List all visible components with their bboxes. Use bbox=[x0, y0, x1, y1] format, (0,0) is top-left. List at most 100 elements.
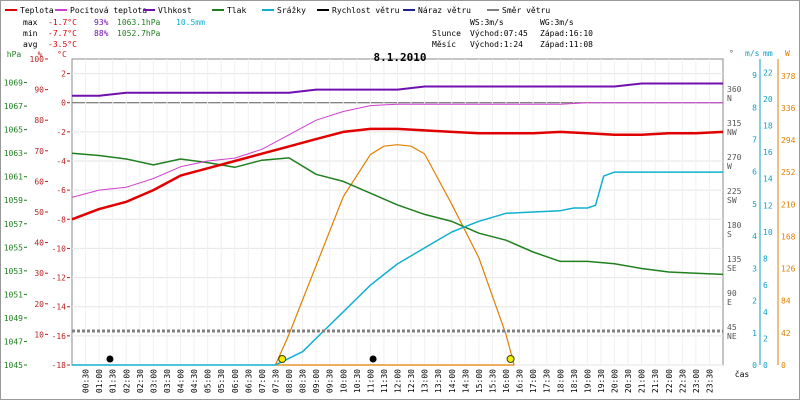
pressure-tick: 1055 bbox=[4, 243, 23, 252]
time-tick: 14:30 bbox=[461, 369, 470, 393]
time-tick: 19:30 bbox=[597, 369, 606, 393]
legend-label: Pocitová teplota bbox=[70, 6, 147, 15]
temperature-axis-unit: °C bbox=[57, 50, 67, 59]
humidity-tick: 80 bbox=[34, 116, 44, 125]
time-tick: 03:30 bbox=[163, 369, 172, 393]
stat-avg-label: avg bbox=[23, 40, 38, 49]
moon-rise: Východ:1:24 bbox=[470, 40, 523, 49]
time-tick: 11:30 bbox=[380, 369, 389, 393]
sun-rise: Východ:07:45 bbox=[470, 29, 528, 38]
time-tick: 22:30 bbox=[678, 369, 687, 393]
time-tick: 09:30 bbox=[326, 369, 335, 393]
pressure-tick: 1047 bbox=[4, 337, 23, 346]
time-tick: 08:00 bbox=[285, 369, 294, 393]
stat-avg-temp: -3.5°C bbox=[48, 40, 77, 49]
direction-tick-name: NE bbox=[727, 332, 737, 341]
pressure-series bbox=[71, 152, 724, 276]
direction-tick-deg: 270 bbox=[727, 153, 742, 162]
solar-tick: 210 bbox=[781, 200, 796, 209]
direction-tick-name: N bbox=[727, 94, 732, 103]
humidity-tick: 20 bbox=[34, 300, 44, 309]
sun-set: Západ:16:10 bbox=[540, 29, 593, 38]
pressure-tick: 1049 bbox=[4, 314, 23, 323]
wind-speed-tick: 3 bbox=[752, 264, 757, 273]
rain-tick: 2 bbox=[763, 334, 768, 343]
humidity-tick: 100 bbox=[30, 55, 45, 64]
time-tick: 21:30 bbox=[651, 369, 660, 393]
direction-tick-name: NW bbox=[727, 128, 737, 137]
pressure-tick: 1069 bbox=[4, 79, 23, 88]
wind-wg: WG:3m/s bbox=[540, 18, 574, 27]
time-tick: 06:00 bbox=[231, 369, 240, 393]
sunrise-marker bbox=[278, 355, 287, 363]
pressure-tick: 1051 bbox=[4, 290, 23, 299]
pressure-tick: 1061 bbox=[4, 173, 23, 182]
temperature-tick: -14 bbox=[52, 303, 67, 312]
time-tick: 22:00 bbox=[665, 369, 674, 393]
legend-label: Vlhkost bbox=[158, 6, 192, 15]
rain-tick: 4 bbox=[763, 308, 768, 317]
wind-speed-tick: 5 bbox=[752, 200, 757, 209]
time-tick: 12:00 bbox=[394, 369, 403, 393]
legend-label: Rychlost větru bbox=[332, 6, 400, 15]
direction-tick-name: SW bbox=[727, 196, 737, 205]
direction-tick-deg: 135 bbox=[727, 255, 742, 264]
rain-tick: 0 bbox=[763, 361, 768, 370]
stat-max-temp: -1.7°C bbox=[48, 18, 77, 27]
humidity-tick: 40 bbox=[34, 239, 44, 248]
time-tick: 01:30 bbox=[109, 369, 118, 393]
solar-tick: 126 bbox=[781, 265, 796, 274]
time-tick: 10:30 bbox=[353, 369, 362, 393]
direction-tick-deg: 225 bbox=[727, 187, 742, 196]
time-tick: 15:30 bbox=[488, 369, 497, 393]
time-tick: 13:30 bbox=[434, 369, 443, 393]
time-tick: 20:30 bbox=[624, 369, 633, 393]
time-tick: 19:00 bbox=[583, 369, 592, 393]
temperature-series bbox=[71, 127, 724, 221]
time-tick: 04:30 bbox=[190, 369, 199, 393]
legend-label: Teplota bbox=[20, 6, 54, 15]
pressure-tick: 1067 bbox=[4, 102, 23, 111]
time-tick: 17:00 bbox=[529, 369, 538, 393]
pressure-axis-unit: hPa bbox=[7, 50, 22, 59]
pressure-tick: 1063 bbox=[4, 149, 23, 158]
legend-label: Směr větru bbox=[502, 6, 550, 15]
temperature-tick: -10 bbox=[52, 244, 67, 253]
time-tick: 02:00 bbox=[122, 369, 131, 393]
time-tick: 17:30 bbox=[543, 369, 552, 393]
stats-block: max -1.7°C 93% 1063.1hPa 10.5mm min -7.7… bbox=[23, 18, 205, 49]
rain-tick: 12 bbox=[763, 201, 773, 210]
solar-tick: 378 bbox=[781, 72, 796, 81]
time-tick: 07:00 bbox=[258, 369, 267, 393]
direction-tick-deg: 45 bbox=[727, 323, 737, 332]
temperature-tick: -4 bbox=[56, 157, 66, 166]
rain-tick: 20 bbox=[763, 95, 773, 104]
direction-tick-deg: 180 bbox=[727, 221, 742, 230]
temperature-tick: -2 bbox=[56, 128, 66, 137]
direction-tick-deg: 315 bbox=[727, 119, 742, 128]
time-tick: 08:30 bbox=[299, 369, 308, 393]
time-tick: 02:30 bbox=[136, 369, 145, 393]
time-tick: 09:00 bbox=[312, 369, 321, 393]
legend-label: Tlak bbox=[227, 6, 246, 15]
time-tick: 18:00 bbox=[556, 369, 565, 393]
time-tick: 12:30 bbox=[407, 369, 416, 393]
wind-ws: WS:3m/s bbox=[470, 18, 504, 27]
moonset-marker bbox=[369, 355, 377, 363]
sunset-marker bbox=[506, 355, 515, 363]
solar-tick: 252 bbox=[781, 168, 796, 177]
time-tick: 05:00 bbox=[204, 369, 213, 393]
time-tick: 00:30 bbox=[82, 369, 91, 393]
pressure-tick: 1057 bbox=[4, 220, 23, 229]
wind-speed-axis-unit: m/s bbox=[745, 49, 760, 58]
wind-speed-tick: 8 bbox=[752, 103, 757, 112]
temperature-tick: 0 bbox=[61, 99, 66, 108]
time-tick: 13:00 bbox=[421, 369, 430, 393]
time-tick: 20:00 bbox=[611, 369, 620, 393]
wind-speed-tick: 9 bbox=[752, 71, 757, 80]
stat-min-hum: 88% bbox=[94, 29, 109, 38]
direction-tick-name: E bbox=[727, 298, 732, 307]
stat-max-rain: 10.5mm bbox=[176, 18, 205, 27]
